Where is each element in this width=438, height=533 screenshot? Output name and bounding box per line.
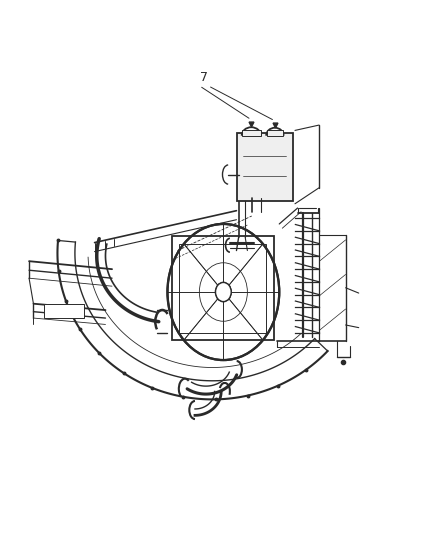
Bar (44, 304, 84, 318)
Bar (242, 131, 261, 136)
Bar (267, 131, 283, 136)
Bar (172, 236, 275, 340)
Text: 7: 7 (200, 71, 208, 84)
Bar (172, 236, 275, 340)
Bar (179, 244, 266, 334)
Circle shape (215, 282, 231, 302)
FancyBboxPatch shape (237, 133, 293, 201)
